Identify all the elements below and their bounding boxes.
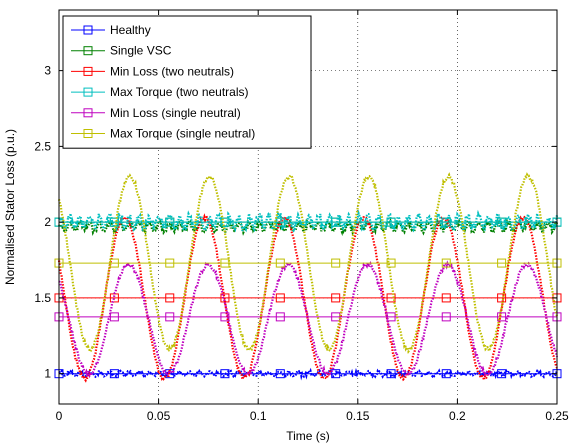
series-trace [58, 209, 559, 234]
legend-entry: Healthy [110, 23, 151, 37]
series-marker [165, 217, 175, 227]
series-marker [220, 258, 230, 268]
series-marker [497, 217, 507, 227]
series-marker [386, 258, 396, 268]
series-marker [331, 217, 341, 227]
series-marker [441, 293, 451, 303]
legend-entry: Min Loss (single neutral) [110, 106, 241, 120]
series-marker [165, 258, 175, 268]
series-marker [109, 258, 119, 268]
series-marker [275, 369, 285, 379]
legend-entry: Single VSC [110, 44, 172, 58]
series-marker [220, 312, 230, 322]
legend-box [62, 15, 312, 149]
legend-marker [83, 46, 93, 56]
axis-ticks: 0 0.05 0.1 0.15 0.2 0.25 1 1.5 2 2.5 3 [34, 10, 569, 423]
series-marker [497, 369, 507, 379]
series-marker [275, 217, 285, 227]
series-trace [58, 366, 559, 381]
series-trace [58, 258, 559, 379]
series-trace [57, 172, 559, 355]
series-marker [441, 369, 451, 379]
series-marker [331, 258, 341, 268]
series-marker [220, 217, 230, 227]
legend-marker [83, 66, 93, 76]
series-marker [441, 217, 451, 227]
y-tick-label: 3 [44, 64, 51, 78]
series-4 [54, 258, 562, 379]
series-marker [386, 369, 396, 379]
series-marker [275, 293, 285, 303]
series-marker [331, 369, 341, 379]
series-layer [54, 172, 562, 383]
legend-entry: Min Loss (two neutrals) [110, 64, 234, 78]
x-tick-label: 0.1 [250, 409, 267, 423]
legend-marker [83, 87, 93, 97]
series-marker [441, 312, 451, 322]
series-marker [220, 293, 230, 303]
x-tick-label: 0.25 [545, 409, 569, 423]
legend-marker [83, 108, 93, 118]
series-marker [109, 217, 119, 227]
plot-frame [58, 9, 558, 405]
legend-entry: Max Torque (two neutrals) [110, 85, 249, 99]
series-marker [386, 312, 396, 322]
series-marker [220, 369, 230, 379]
series-marker [109, 293, 119, 303]
series-marker [275, 312, 285, 322]
series-marker [109, 369, 119, 379]
series-marker [331, 312, 341, 322]
legend: Healthy Single VSC Min Loss (two neutrals)… [62, 15, 312, 149]
legend-entry: Max Torque (single neutral) [110, 127, 255, 141]
series-marker [497, 258, 507, 268]
series-marker [275, 258, 285, 268]
x-tick-label: 0.2 [449, 409, 466, 423]
series-marker [441, 258, 451, 268]
y-axis-label: Normalised Stator Loss (p.u.) [3, 129, 17, 285]
series-trace [57, 216, 559, 237]
series-marker [165, 312, 175, 322]
x-axis-label: Time (s) [286, 429, 330, 443]
y-tick-label: 1.5 [34, 291, 51, 305]
legend-marker [83, 25, 93, 35]
x-tick-label: 0 [56, 409, 63, 423]
legend-marker [83, 129, 93, 138]
series-marker [497, 312, 507, 322]
series-trace [57, 212, 558, 383]
series-marker [165, 293, 175, 303]
series-marker [331, 293, 341, 303]
y-tick-label: 2 [44, 215, 51, 229]
y-tick-label: 2.5 [34, 139, 51, 153]
series-marker [386, 293, 396, 303]
x-tick-label: 0.15 [346, 409, 370, 423]
series-marker [386, 217, 396, 227]
x-tick-label: 0.05 [147, 409, 171, 423]
series-marker [109, 312, 119, 322]
y-tick-label: 1 [44, 367, 51, 381]
